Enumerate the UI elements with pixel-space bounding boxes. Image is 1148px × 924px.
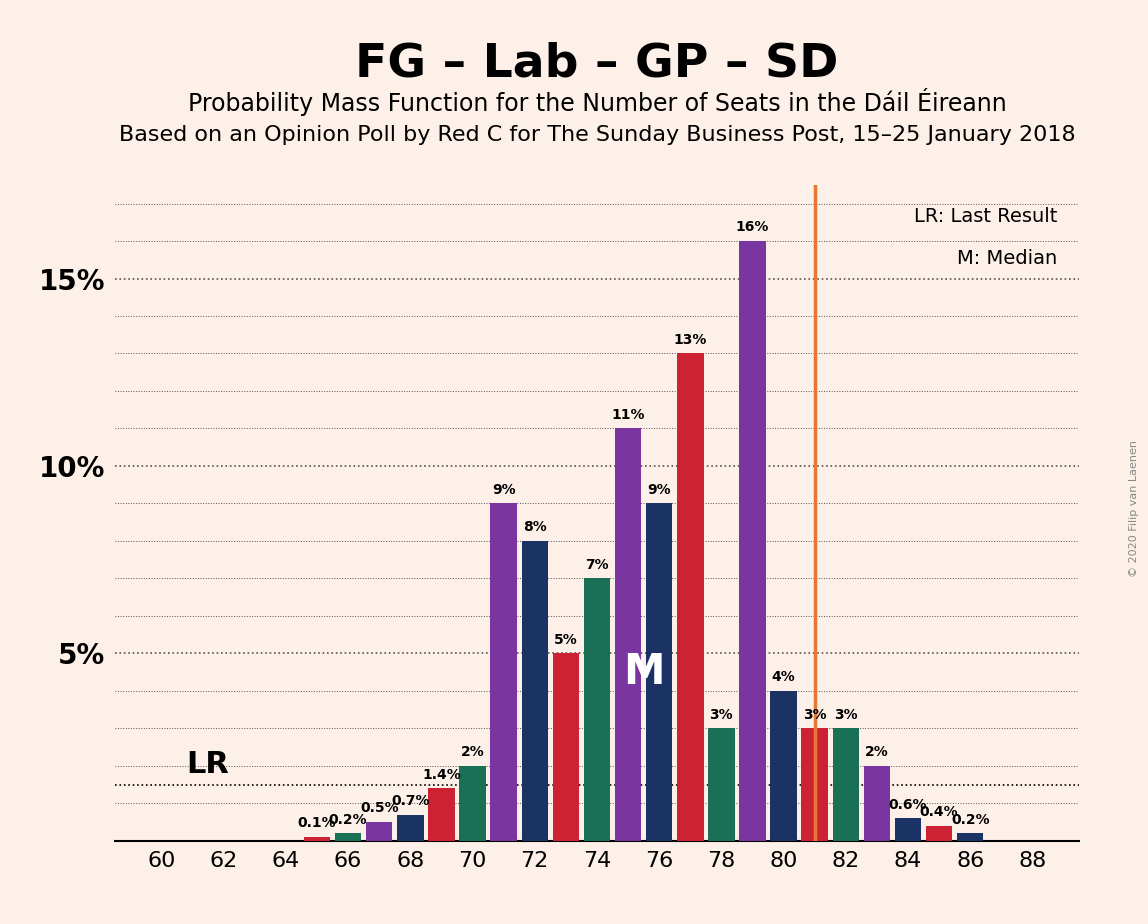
- Bar: [428, 788, 455, 841]
- Text: FG – Lab – GP – SD: FG – Lab – GP – SD: [355, 42, 839, 87]
- Bar: [615, 429, 642, 841]
- Text: 8%: 8%: [522, 520, 546, 534]
- Text: 9%: 9%: [647, 482, 670, 497]
- Text: 0.2%: 0.2%: [951, 812, 990, 827]
- Text: 0.7%: 0.7%: [391, 794, 429, 808]
- Text: M: Median: M: Median: [957, 249, 1057, 268]
- Bar: [677, 354, 704, 841]
- Bar: [926, 826, 953, 841]
- Bar: [521, 541, 548, 841]
- Bar: [304, 837, 331, 841]
- Text: M: M: [623, 651, 665, 693]
- Bar: [552, 653, 579, 841]
- Bar: [957, 833, 984, 841]
- Bar: [801, 728, 828, 841]
- Text: 0.6%: 0.6%: [889, 797, 928, 811]
- Bar: [863, 766, 890, 841]
- Text: 9%: 9%: [491, 482, 515, 497]
- Text: 16%: 16%: [736, 220, 769, 235]
- Bar: [459, 766, 486, 841]
- Text: 1.4%: 1.4%: [422, 768, 460, 782]
- Text: Based on an Opinion Poll by Red C for The Sunday Business Post, 15–25 January 20: Based on an Opinion Poll by Red C for Th…: [118, 125, 1076, 145]
- Text: 0.2%: 0.2%: [328, 812, 367, 827]
- Text: 2%: 2%: [460, 745, 484, 760]
- Text: 11%: 11%: [612, 407, 645, 421]
- Text: 0.4%: 0.4%: [920, 805, 959, 819]
- Bar: [832, 728, 859, 841]
- Bar: [366, 822, 393, 841]
- Text: LR: Last Result: LR: Last Result: [914, 207, 1057, 226]
- Bar: [739, 241, 766, 841]
- Text: LR: LR: [186, 750, 230, 779]
- Bar: [335, 833, 362, 841]
- Text: 4%: 4%: [771, 670, 796, 684]
- Bar: [490, 504, 517, 841]
- Bar: [770, 691, 797, 841]
- Bar: [397, 815, 424, 841]
- Text: 0.5%: 0.5%: [359, 801, 398, 815]
- Text: 3%: 3%: [709, 708, 734, 722]
- Bar: [894, 819, 921, 841]
- Text: 2%: 2%: [866, 745, 889, 760]
- Text: © 2020 Filip van Laenen: © 2020 Filip van Laenen: [1130, 440, 1139, 577]
- Bar: [583, 578, 611, 841]
- Text: 3%: 3%: [802, 708, 827, 722]
- Text: 3%: 3%: [833, 708, 858, 722]
- Text: 7%: 7%: [585, 558, 608, 572]
- Text: Probability Mass Function for the Number of Seats in the Dáil Éireann: Probability Mass Function for the Number…: [187, 88, 1007, 116]
- Bar: [646, 504, 673, 841]
- Text: 0.1%: 0.1%: [297, 816, 336, 831]
- Text: 13%: 13%: [674, 333, 707, 346]
- Text: 5%: 5%: [554, 633, 577, 647]
- Bar: [708, 728, 735, 841]
